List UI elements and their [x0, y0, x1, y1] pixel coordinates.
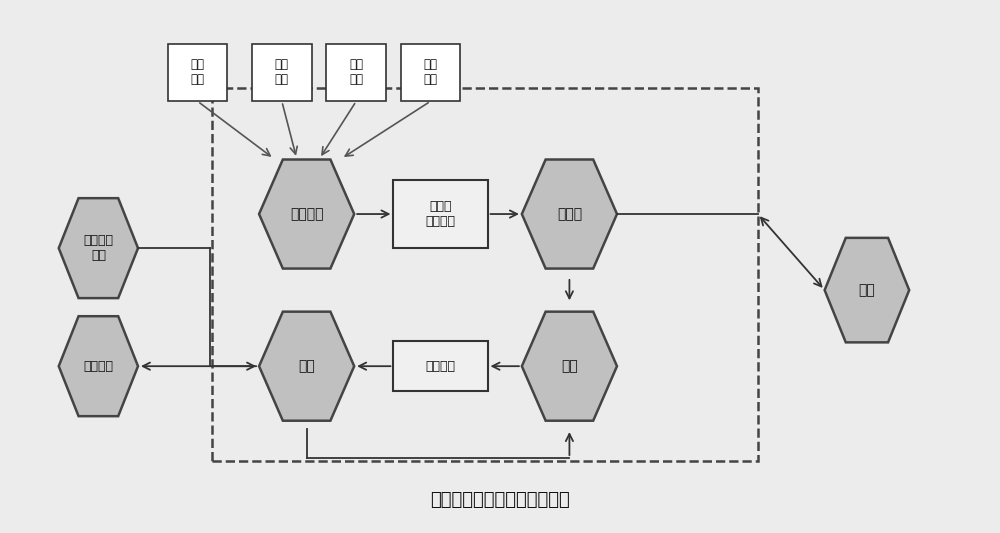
Text: 数据入库: 数据入库 [290, 207, 323, 221]
Polygon shape [522, 159, 617, 269]
Text: 界面管理: 界面管理 [83, 360, 113, 373]
FancyBboxPatch shape [168, 44, 227, 101]
Text: 检索结果: 检索结果 [426, 360, 456, 373]
FancyBboxPatch shape [393, 180, 488, 248]
Polygon shape [59, 316, 138, 416]
Polygon shape [825, 238, 909, 342]
FancyBboxPatch shape [252, 44, 312, 101]
Text: 检索: 检索 [561, 359, 578, 373]
Text: 结构化
二维数据: 结构化 二维数据 [426, 200, 456, 228]
Text: 备份: 备份 [859, 283, 875, 297]
Polygon shape [522, 312, 617, 421]
Text: 分析: 分析 [298, 359, 315, 373]
Text: 测试
用例: 测试 用例 [275, 59, 289, 86]
Polygon shape [259, 159, 354, 269]
Text: 数据库: 数据库 [557, 207, 582, 221]
Text: 测试
数据: 测试 数据 [424, 59, 438, 86]
Text: 系统
信息: 系统 信息 [349, 59, 363, 86]
Polygon shape [259, 312, 354, 421]
FancyBboxPatch shape [393, 341, 488, 391]
FancyBboxPatch shape [326, 44, 386, 101]
Text: 用户
配置: 用户 配置 [191, 59, 205, 86]
Text: 版本权限
管理: 版本权限 管理 [83, 234, 113, 262]
Text: 数据集成管理功能模块原理图: 数据集成管理功能模块原理图 [430, 491, 570, 509]
Polygon shape [59, 198, 138, 298]
FancyBboxPatch shape [401, 44, 460, 101]
